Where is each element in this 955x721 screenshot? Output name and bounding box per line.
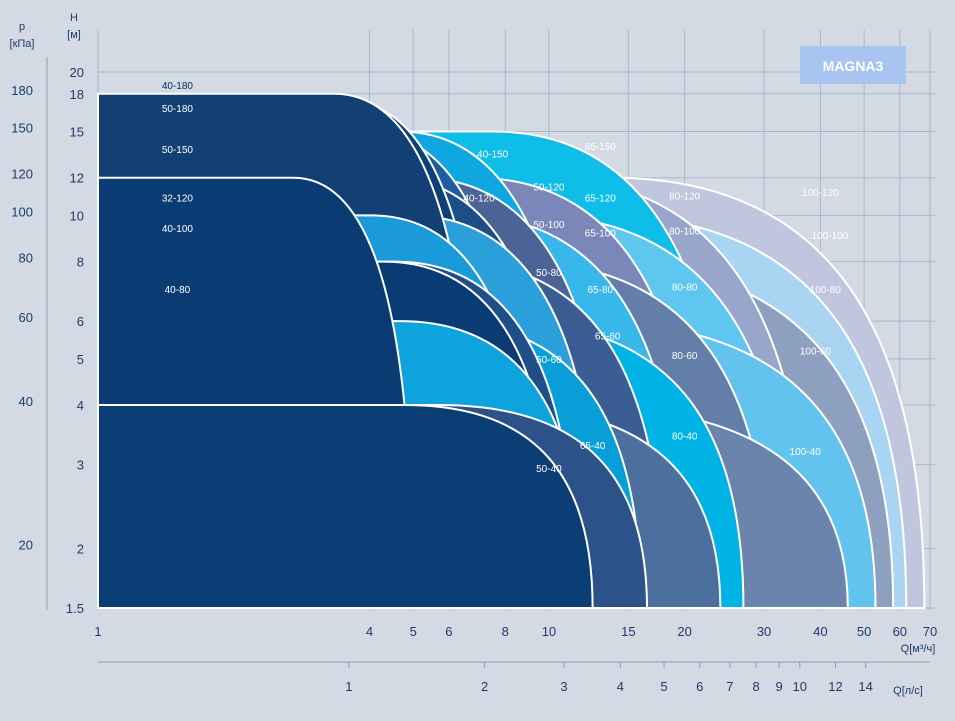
curve-label-80-120: 80-120: [669, 192, 701, 203]
curve-label-100-40: 100-40: [790, 447, 822, 458]
p-tick-label: 80: [19, 251, 33, 266]
q-m3h-tick-label: 15: [621, 624, 635, 639]
curve-label-32-120: 32-120: [162, 194, 194, 205]
curve-label-65-150: 65-150: [585, 142, 617, 153]
h-axis-title: H: [70, 12, 78, 24]
q-m3h-tick-label: 20: [677, 624, 691, 639]
curve-label-65-100: 65-100: [585, 229, 617, 240]
curve-label-65-60: 65-60: [595, 331, 621, 342]
q-m3h-tick-label: 10: [542, 624, 556, 639]
curve-label-50-120: 50-120: [533, 183, 565, 194]
h-tick-label: 1.5: [66, 601, 84, 616]
q-m3h-tick-label: 4: [366, 624, 373, 639]
q-ls-tick-label: 1: [345, 679, 352, 694]
q-ls-tick-label: 12: [828, 679, 842, 694]
p-tick-label: 150: [11, 121, 33, 136]
axes: p [кПа] H [м] Q[м³/ч] Q[л/с] 1 4 5 6 8 10 15 20…: [10, 12, 938, 697]
q-m3h-tick-label: 40: [813, 624, 827, 639]
curve-label-80-60: 80-60: [672, 351, 698, 362]
p-axis-unit: [кПа]: [10, 38, 35, 50]
curve-label-100-80: 100-80: [810, 285, 842, 296]
curve-label-40-80: 40-80: [165, 285, 191, 296]
h-tick-label: 5: [77, 352, 84, 367]
q-ls-tick-label: 3: [560, 679, 567, 694]
q-ls-tick-label: 8: [752, 679, 759, 694]
brand-badge: MAGNA3: [800, 46, 906, 84]
q-ls-tick-label: 6: [696, 679, 703, 694]
curve-label-50-40: 50-40: [536, 464, 562, 475]
q-m3h-axis-title: Q[м³/ч]: [901, 643, 936, 655]
curve-label-50-100: 50-100: [533, 220, 565, 231]
q-ls-tick-label: 10: [793, 679, 807, 694]
q-m3h-tick-label: 30: [757, 624, 771, 639]
q-m3h-tick-label: 5: [410, 624, 417, 639]
curve-label-50-180: 50-180: [162, 104, 194, 115]
p-tick-label: 100: [11, 204, 33, 219]
q-ls-tick-label: 5: [660, 679, 667, 694]
curve-area-50-40: [97, 404, 594, 609]
h-tick-label: 10: [70, 208, 84, 223]
brand-badge-bg: [800, 46, 906, 84]
brand-label: MAGNA3: [823, 58, 884, 74]
curve-label-100-100: 100-100: [812, 231, 849, 242]
curve-label-80-100: 80-100: [669, 226, 701, 237]
p-tick-label: 180: [11, 83, 33, 98]
q-m3h-tick-label: 70: [923, 624, 937, 639]
h-tick-label: 8: [77, 255, 84, 270]
q-m3h-tick-label: 1: [94, 624, 101, 639]
h-tick-label: 18: [70, 87, 84, 102]
curve-label-65-80: 65-80: [588, 285, 614, 296]
curve-label-65-40: 65-40: [580, 441, 606, 452]
curve-label-50-150: 50-150: [162, 145, 194, 156]
p-tick-label: 120: [11, 167, 33, 182]
p-tick-label: 20: [19, 538, 33, 553]
h-tick-label: 4: [77, 398, 84, 413]
p-tick-label: 40: [19, 394, 33, 409]
curve-label-40-180: 40-180: [162, 81, 194, 92]
curve-label-40-150: 40-150: [477, 149, 509, 160]
curve-labels: 100-120 100-100 100-80 100-60 100-40 80-120 80…: [162, 81, 849, 475]
q-ls-tick-label: 7: [726, 679, 733, 694]
curve-label-50-80: 50-80: [536, 268, 562, 279]
curve-label-65-120: 65-120: [585, 194, 617, 205]
curve-areas: [97, 92, 926, 609]
h-tick-label: 2: [77, 541, 84, 556]
h-tick-label: 3: [77, 458, 84, 473]
curve-label-100-60: 100-60: [800, 347, 832, 358]
q-ls-axis-title: Q[л/с]: [893, 685, 923, 697]
curve-label-40-100: 40-100: [162, 224, 194, 235]
curve-label-100-120: 100-120: [802, 188, 839, 199]
q-ls-tick-label: 4: [617, 679, 624, 694]
h-tick-label: 15: [70, 125, 84, 140]
h-tick-label: 20: [70, 65, 84, 80]
q-m3h-tick-label: 60: [893, 624, 907, 639]
q-ls-tick-label: 14: [858, 679, 872, 694]
curve-label-80-80: 80-80: [672, 282, 698, 293]
h-axis-unit: [м]: [67, 29, 81, 41]
q-m3h-tick-label: 8: [502, 624, 509, 639]
q-ls-tick-label: 9: [776, 679, 783, 694]
p-axis-title: p: [19, 21, 25, 33]
p-tick-label: 60: [19, 310, 33, 325]
curve-label-40-120: 40-120: [464, 194, 496, 205]
h-tick-label: 12: [70, 171, 84, 186]
q-m3h-tick-label: 50: [857, 624, 871, 639]
curve-label-50-60: 50-60: [536, 355, 562, 366]
q-m3h-tick-label: 6: [445, 624, 452, 639]
q-ls-tick-label: 2: [481, 679, 488, 694]
h-tick-label: 6: [77, 314, 84, 329]
curve-label-80-40: 80-40: [672, 432, 698, 443]
